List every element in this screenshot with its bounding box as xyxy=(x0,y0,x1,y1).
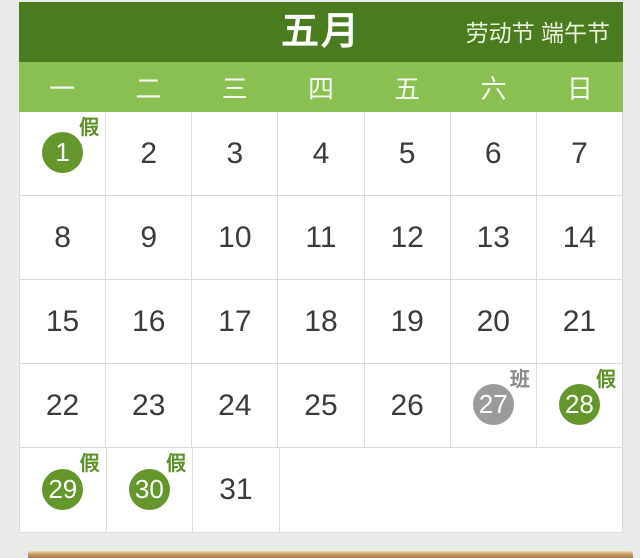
day-cell-4[interactable]: 4 xyxy=(278,112,365,196)
day-cell-14[interactable]: 14 xyxy=(536,196,622,280)
holiday-day-circle: 30 xyxy=(128,468,170,510)
day-number: 21 xyxy=(562,304,597,338)
day-number: 22 xyxy=(45,388,80,422)
weekday-label-1: 一 xyxy=(49,73,76,104)
weekday-label-3: 三 xyxy=(221,73,248,104)
day-cell-12[interactable]: 12 xyxy=(364,196,451,280)
day-number: 4 xyxy=(312,136,330,170)
day-number: 26 xyxy=(390,388,424,422)
day-cell-25[interactable]: 25 xyxy=(278,364,365,448)
day-number: 3 xyxy=(226,136,244,170)
day-cell-26[interactable]: 26 xyxy=(364,364,451,448)
day-cell-22[interactable]: 22 xyxy=(20,364,107,448)
day-cell-10[interactable]: 10 xyxy=(192,196,279,280)
holiday-day-circle: 28 xyxy=(558,384,600,425)
calendar-week-row: 15 16 17 18 19 20 21 xyxy=(20,280,622,364)
calendar-week-row: 8 9 10 11 12 13 14 xyxy=(20,196,622,280)
day-number: 31 xyxy=(219,473,253,506)
day-number: 24 xyxy=(218,388,252,422)
day-cell-9[interactable]: 9 xyxy=(106,196,193,280)
day-cell-16[interactable]: 16 xyxy=(106,280,193,364)
calendar-grid: 假 1 2 3 4 5 6 7 8 9 10 11 12 13 14 15 16 17 18 19 20 21 22 23 24… xyxy=(19,112,623,533)
calendar-card: 五月 劳动节 端午节 一二三四五六日 假 1 2 3 4 5 6 7 8 9 10 11 12 13 14 1… xyxy=(19,2,623,533)
day-cell-15[interactable]: 15 xyxy=(20,280,107,364)
weekday-row: 一二三四五六日 xyxy=(19,62,623,112)
day-cell-17[interactable]: 17 xyxy=(192,280,279,364)
holiday-day-circle: 1 xyxy=(42,132,84,173)
day-number: 14 xyxy=(562,220,597,254)
day-cell-20[interactable]: 20 xyxy=(450,280,537,364)
day-cell-24[interactable]: 24 xyxy=(192,364,279,448)
day-number: 18 xyxy=(304,304,338,338)
calendar-week-row: 22 23 24 25 26 班 27 假 28 xyxy=(20,364,622,448)
holiday-badge: 假 xyxy=(595,369,616,391)
calendar-week-row: 假 29 假 30 31 xyxy=(20,448,623,532)
calendar-header: 五月 劳动节 端午节 xyxy=(19,2,623,62)
weekday-label-4: 四 xyxy=(307,73,334,104)
day-number: 5 xyxy=(398,136,416,170)
day-number: 9 xyxy=(140,220,158,254)
workday-circle: 27 xyxy=(472,384,514,425)
day-number: 11 xyxy=(305,220,337,254)
empty-cell xyxy=(279,448,623,532)
day-cell-27[interactable]: 班 27 xyxy=(450,364,537,448)
day-cell-2[interactable]: 2 xyxy=(106,112,193,196)
day-cell-7[interactable]: 7 xyxy=(536,112,622,196)
day-number: 23 xyxy=(132,388,166,422)
day-cell-18[interactable]: 18 xyxy=(278,280,365,364)
day-number: 20 xyxy=(476,304,510,338)
day-cell-3[interactable]: 3 xyxy=(192,112,279,196)
holiday-badge: 假 xyxy=(166,453,187,475)
day-number: 7 xyxy=(571,136,588,170)
day-cell-23[interactable]: 23 xyxy=(106,364,193,448)
day-number: 2 xyxy=(140,136,158,170)
day-cell-6[interactable]: 6 xyxy=(450,112,537,196)
day-number: 17 xyxy=(218,304,252,338)
workday-badge: 班 xyxy=(509,369,530,391)
weekday-label-7: 日 xyxy=(566,73,593,104)
day-number: 16 xyxy=(132,304,166,338)
weekday-label-5: 五 xyxy=(394,73,421,104)
day-cell-19[interactable]: 19 xyxy=(364,280,451,364)
day-number: 6 xyxy=(484,136,502,170)
day-cell-21[interactable]: 21 xyxy=(536,280,622,364)
day-cell-13[interactable]: 13 xyxy=(450,196,537,280)
day-cell-11[interactable]: 11 xyxy=(278,196,365,280)
day-number: 10 xyxy=(218,220,252,254)
weekday-label-6: 六 xyxy=(480,73,507,104)
weekday-label-2: 二 xyxy=(135,73,162,104)
holiday-badge: 假 xyxy=(79,117,100,139)
month-title: 五月 xyxy=(280,11,361,53)
next-month-card-edge xyxy=(28,551,633,558)
day-number: 13 xyxy=(476,220,510,254)
day-number: 25 xyxy=(304,388,338,422)
day-cell-31[interactable]: 31 xyxy=(193,448,280,532)
holiday-day-circle: 29 xyxy=(42,468,84,510)
holiday-badge: 假 xyxy=(79,453,100,475)
day-number: 8 xyxy=(54,220,71,254)
day-cell-30[interactable]: 假 30 xyxy=(106,448,194,532)
day-cell-28[interactable]: 假 28 xyxy=(536,364,622,448)
day-cell-5[interactable]: 5 xyxy=(364,112,451,196)
day-cell-8[interactable]: 8 xyxy=(20,196,107,280)
day-cell-29[interactable]: 假 29 xyxy=(20,448,107,532)
day-number: 19 xyxy=(390,304,424,338)
day-number: 12 xyxy=(390,220,424,254)
day-number: 15 xyxy=(45,304,80,338)
month-festivals: 劳动节 端午节 xyxy=(465,20,610,46)
